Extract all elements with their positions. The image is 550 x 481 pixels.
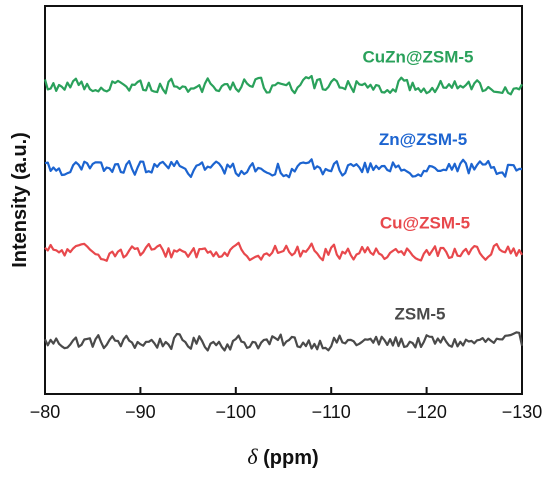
series-label-cu-zsm-5: Cu@ZSM-5	[380, 214, 470, 233]
x-tick-label: −80	[30, 402, 61, 422]
plot-frame	[44, 5, 523, 395]
series-label-zn-zsm-5: Zn@ZSM-5	[379, 130, 467, 149]
x-axis-unit: (ppm)	[258, 447, 319, 469]
x-tick-label: −130	[502, 402, 543, 422]
series-line-zn-zsm-5	[44, 158, 523, 179]
x-tick-label: −110	[312, 402, 351, 422]
x-axis-symbol: δ	[247, 444, 258, 469]
series-line-cuzn-zsm-5	[43, 74, 523, 96]
x-tick-label: −100	[216, 402, 257, 422]
series-label-cuzn-zsm-5: CuZn@ZSM-5	[362, 47, 473, 66]
series-line-zsm-5	[44, 331, 524, 352]
y-axis-title: Intensity (a.u.)	[9, 132, 31, 268]
x-axis-title: δ (ppm)	[247, 444, 318, 469]
x-tick-label: −120	[406, 402, 447, 422]
x-axis-ticks: −80 −90 −100 −110 −120 −130	[30, 387, 543, 422]
x-tick-label: −90	[125, 402, 156, 422]
series-line-cu-zsm-5	[44, 241, 523, 262]
series-label-zsm-5: ZSM-5	[395, 304, 446, 323]
series-layer: ZSM-5 Cu@ZSM-5 Zn@ZSM-5 CuZn@ZSM-5	[43, 47, 524, 352]
